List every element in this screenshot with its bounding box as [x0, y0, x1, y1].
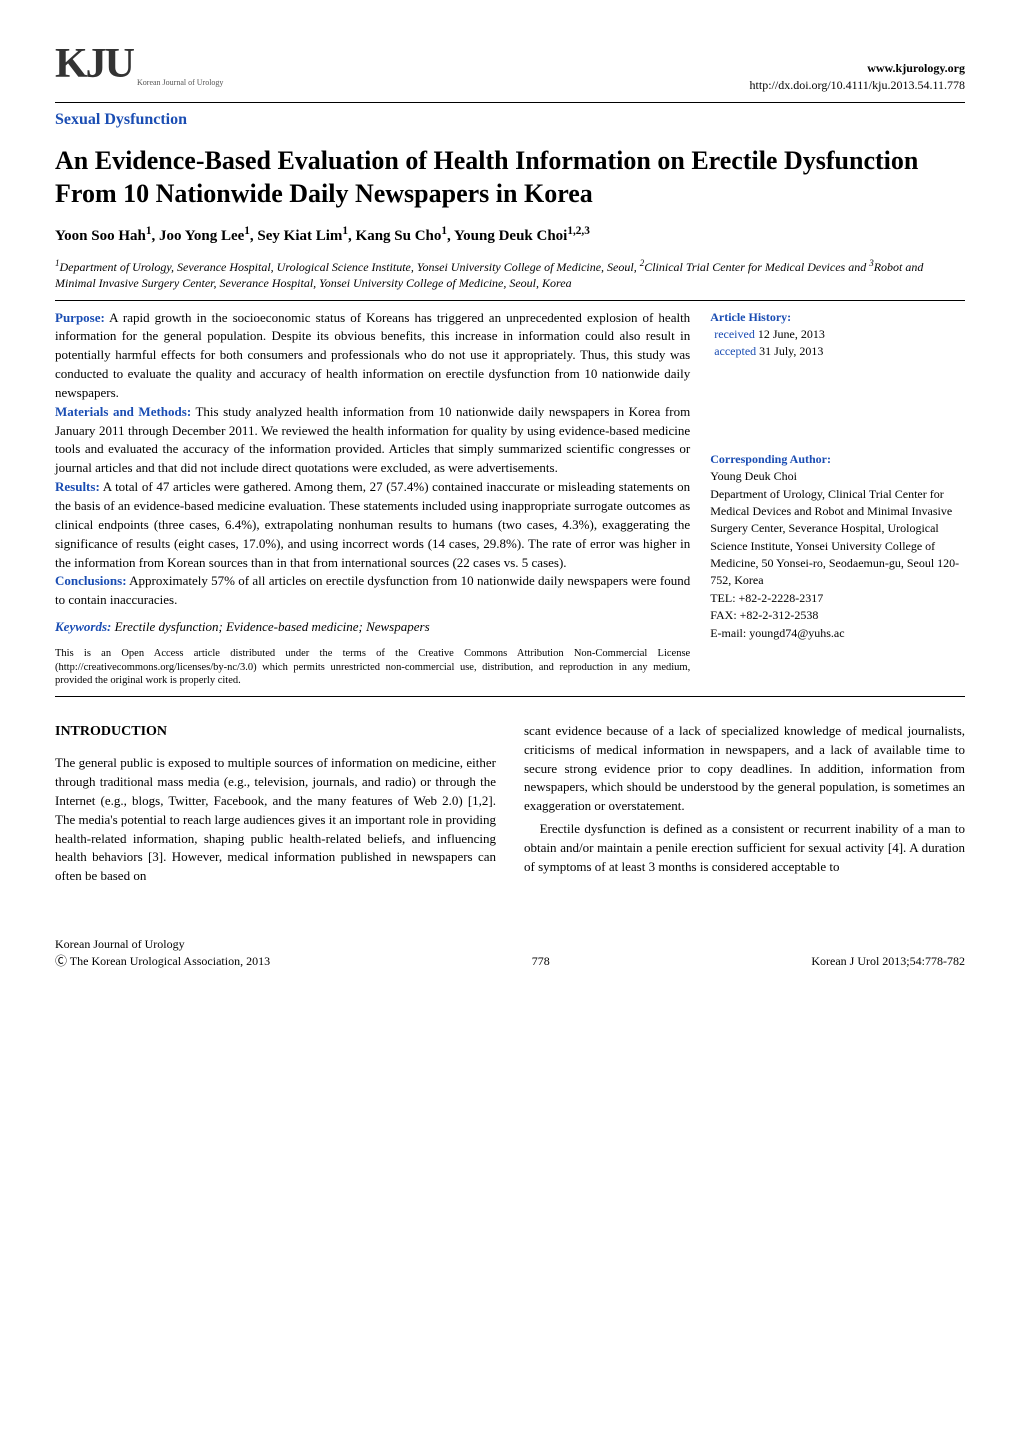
abstract-block: Purpose: A rapid growth in the socioecon… [55, 309, 965, 688]
article-history: Article History: received 12 June, 2013 … [710, 309, 965, 361]
article-title: An Evidence-Based Evaluation of Health I… [55, 145, 965, 210]
intro-right-col: scant evidence because of a lack of spec… [524, 722, 965, 886]
accepted-date: 31 July, 2013 [759, 344, 823, 358]
received-label: received [714, 327, 755, 341]
intro-right-p1: scant evidence because of a lack of spec… [524, 722, 965, 816]
corresponding-tel: TEL: +82-2-2228-2317 [710, 590, 965, 607]
authors-line: Yoon Soo Hah1, Joo Yong Lee1, Sey Kiat L… [55, 224, 965, 247]
header-rule [55, 102, 965, 103]
footer-copyright: Ⓒ The Korean Urological Association, 201… [55, 953, 270, 970]
article-history-label: Article History: [710, 310, 791, 324]
journal-logo: KJU Korean Journal of Urology [55, 35, 223, 94]
conclusions-label: Conclusions: [55, 573, 127, 588]
abstract-text: Purpose: A rapid growth in the socioecon… [55, 309, 690, 688]
logo-letters: KJU [55, 35, 133, 94]
intro-left-col: INTRODUCTION The general public is expos… [55, 722, 496, 886]
sidebar-info: Article History: received 12 June, 2013 … [710, 309, 965, 688]
header-right: www.kjurology.org http://dx.doi.org/10.4… [750, 60, 965, 94]
keywords-line: Keywords: Erectile dysfunction; Evidence… [55, 618, 690, 637]
corresponding-address: Department of Urology, Clinical Trial Ce… [710, 486, 965, 590]
affiliations: 1Department of Urology, Severance Hospit… [55, 257, 965, 291]
intro-heading: INTRODUCTION [55, 722, 496, 742]
keywords-text: Erectile dysfunction; Evidence-based med… [115, 619, 430, 634]
corresponding-fax: FAX: +82-2-312-2538 [710, 607, 965, 624]
intro-section: INTRODUCTION The general public is expos… [55, 722, 965, 886]
results-text: A total of 47 articles were gathered. Am… [55, 479, 690, 569]
page-header: KJU Korean Journal of Urology www.kjurol… [55, 35, 965, 94]
accepted-label: accepted [714, 344, 756, 358]
page-number: 778 [532, 953, 550, 970]
corresponding-email: E-mail: youngd74@yuhs.ac [710, 625, 965, 642]
rule-above-abstract [55, 300, 965, 301]
conclusions-text: Approximately 57% of all articles on ere… [55, 573, 690, 607]
purpose-text: A rapid growth in the socioeconomic stat… [55, 310, 690, 400]
intro-left-text: The general public is exposed to multipl… [55, 754, 496, 886]
doi-link: http://dx.doi.org/10.4111/kju.2013.54.11… [750, 77, 965, 94]
purpose-label: Purpose: [55, 310, 105, 325]
received-date: 12 June, 2013 [758, 327, 825, 341]
page-footer: Korean Journal of Urology Ⓒ The Korean U… [55, 936, 965, 970]
license-note: This is an Open Access article distribut… [55, 647, 690, 688]
results-label: Results: [55, 479, 100, 494]
rule-below-abstract [55, 696, 965, 697]
footer-citation: Korean J Urol 2013;54:778-782 [811, 953, 965, 970]
corresponding-name: Young Deuk Choi [710, 468, 965, 485]
footer-journal-name: Korean Journal of Urology [55, 936, 270, 953]
footer-left: Korean Journal of Urology Ⓒ The Korean U… [55, 936, 270, 970]
section-label: Sexual Dysfunction [55, 109, 965, 131]
author: Yoon Soo Hah1, Joo Yong Lee1, Sey Kiat L… [55, 228, 590, 244]
intro-right-p2: Erectile dysfunction is defined as a con… [524, 820, 965, 877]
logo-subtitle: Korean Journal of Urology [137, 77, 223, 94]
methods-label: Materials and Methods: [55, 404, 191, 419]
keywords-label: Keywords: [55, 619, 111, 634]
journal-url: www.kjurology.org [750, 60, 965, 77]
corresponding-label: Corresponding Author: [710, 451, 965, 468]
